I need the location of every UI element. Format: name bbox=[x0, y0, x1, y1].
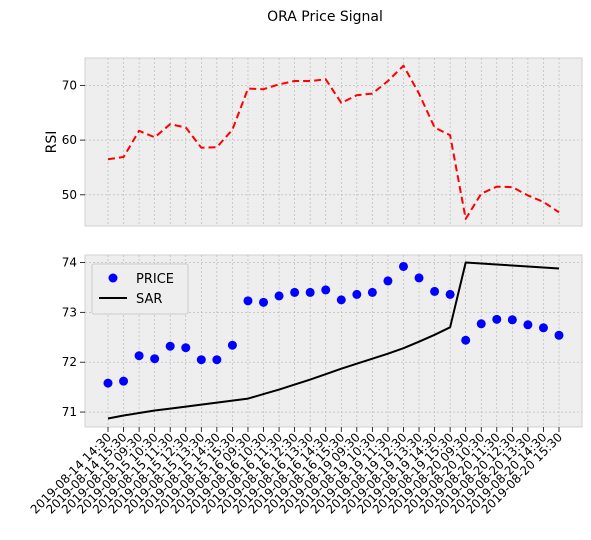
price-point bbox=[150, 354, 160, 364]
price-point bbox=[212, 355, 222, 365]
price-point bbox=[134, 351, 144, 361]
price-point bbox=[181, 343, 191, 353]
price-series bbox=[103, 261, 564, 420]
price-point bbox=[461, 335, 471, 345]
legend-price-label: PRICE bbox=[136, 272, 174, 287]
rsi-grid bbox=[85, 58, 582, 226]
rsi-panel: 50 60 70 RSI bbox=[44, 57, 583, 227]
price-point bbox=[259, 297, 269, 307]
price-point bbox=[243, 296, 253, 306]
price-point bbox=[165, 341, 175, 351]
chart-title: ORA Price Signal bbox=[267, 9, 383, 25]
price-point bbox=[119, 376, 129, 386]
legend-price-marker bbox=[108, 273, 118, 283]
rsi-y-ticks: 50 60 70 bbox=[62, 78, 85, 202]
price-y-tick-label: 73 bbox=[62, 305, 77, 319]
price-point bbox=[336, 295, 346, 305]
rsi-y-label: RSI bbox=[44, 131, 60, 154]
price-point bbox=[398, 261, 408, 271]
rsi-plot-area bbox=[84, 57, 583, 227]
price-point bbox=[554, 330, 564, 340]
price-y-tick-label: 74 bbox=[62, 255, 77, 269]
rsi-y-tick-label: 50 bbox=[62, 188, 77, 202]
sar-series-line bbox=[107, 261, 560, 420]
rsi-y-tick-label: 60 bbox=[62, 133, 77, 147]
price-point bbox=[414, 273, 424, 283]
price-point bbox=[383, 276, 393, 286]
price-point bbox=[476, 319, 486, 329]
rsi-series-line bbox=[107, 64, 560, 220]
price-point bbox=[321, 285, 331, 295]
price-point bbox=[274, 291, 284, 301]
price-point bbox=[352, 289, 362, 299]
price-point bbox=[507, 315, 517, 325]
price-point bbox=[290, 287, 300, 297]
price-point bbox=[445, 289, 455, 299]
price-point bbox=[538, 323, 548, 333]
price-y-tick-label: 72 bbox=[62, 355, 77, 369]
rsi-y-tick-label: 70 bbox=[62, 78, 77, 92]
price-point bbox=[523, 320, 533, 330]
price-point bbox=[196, 355, 206, 365]
price-y-tick-label: 71 bbox=[62, 405, 77, 419]
price-point bbox=[367, 287, 377, 297]
price-point bbox=[430, 286, 440, 296]
price-point bbox=[492, 314, 502, 324]
legend-sar-label: SAR bbox=[136, 292, 162, 307]
price-point bbox=[227, 340, 237, 350]
legend: PRICE SAR bbox=[91, 263, 189, 315]
price-point bbox=[305, 287, 315, 297]
price-point bbox=[103, 378, 113, 388]
rsi-series bbox=[107, 64, 560, 220]
price-y-ticks: 71 72 73 74 bbox=[62, 255, 85, 419]
